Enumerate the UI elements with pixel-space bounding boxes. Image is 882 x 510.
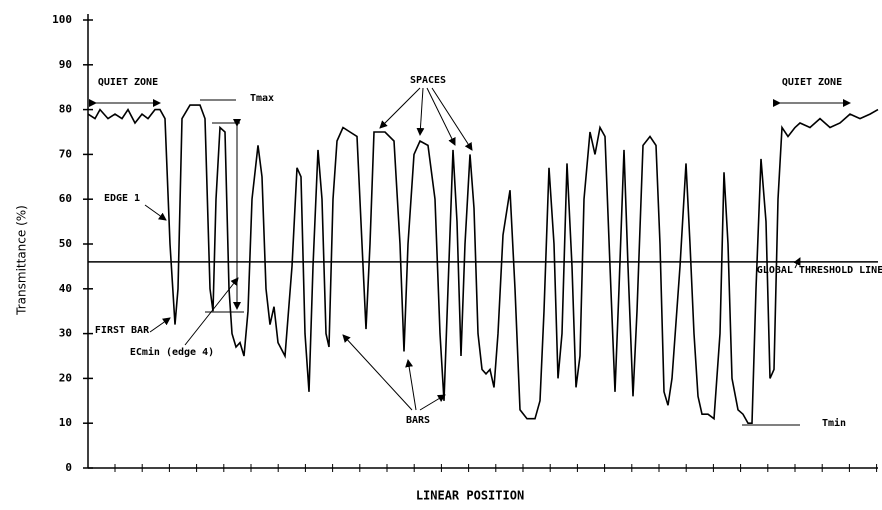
annotation: GLOBAL THRESHOLD LINE xyxy=(757,265,882,276)
annotation: SPACES xyxy=(410,75,446,86)
y-tick-label: 30 xyxy=(59,327,72,340)
annotation: Tmin xyxy=(822,417,846,429)
y-tick-label: 0 xyxy=(65,461,72,474)
annotation: EDGE 1 xyxy=(104,193,140,204)
y-tick-label: 40 xyxy=(59,282,72,295)
trace xyxy=(87,104,879,424)
annotation: QUIET ZONE xyxy=(782,77,842,88)
y-tick-label: 20 xyxy=(59,371,72,384)
annotation: BARS xyxy=(406,415,430,426)
y-tick-label: 80 xyxy=(59,103,72,116)
annotation: QUIET ZONE xyxy=(98,77,158,88)
y-tick-label: 10 xyxy=(59,416,72,429)
y-tick-label: 50 xyxy=(59,237,72,250)
y-tick-label: 60 xyxy=(59,192,72,205)
annotation-arrows xyxy=(89,87,851,426)
annotation: FIRST BAR xyxy=(95,325,150,336)
y-tick-label: 100 xyxy=(52,13,72,26)
annotation: ECmin (edge 4) xyxy=(130,346,214,358)
annotation: Tmax xyxy=(250,93,274,104)
x-axis-label: LINEAR POSITION xyxy=(416,489,524,503)
y-axis-label: Transmittance (%) xyxy=(15,205,29,316)
y-tick-label: 90 xyxy=(59,58,72,71)
y-tick-label: 70 xyxy=(59,147,72,160)
